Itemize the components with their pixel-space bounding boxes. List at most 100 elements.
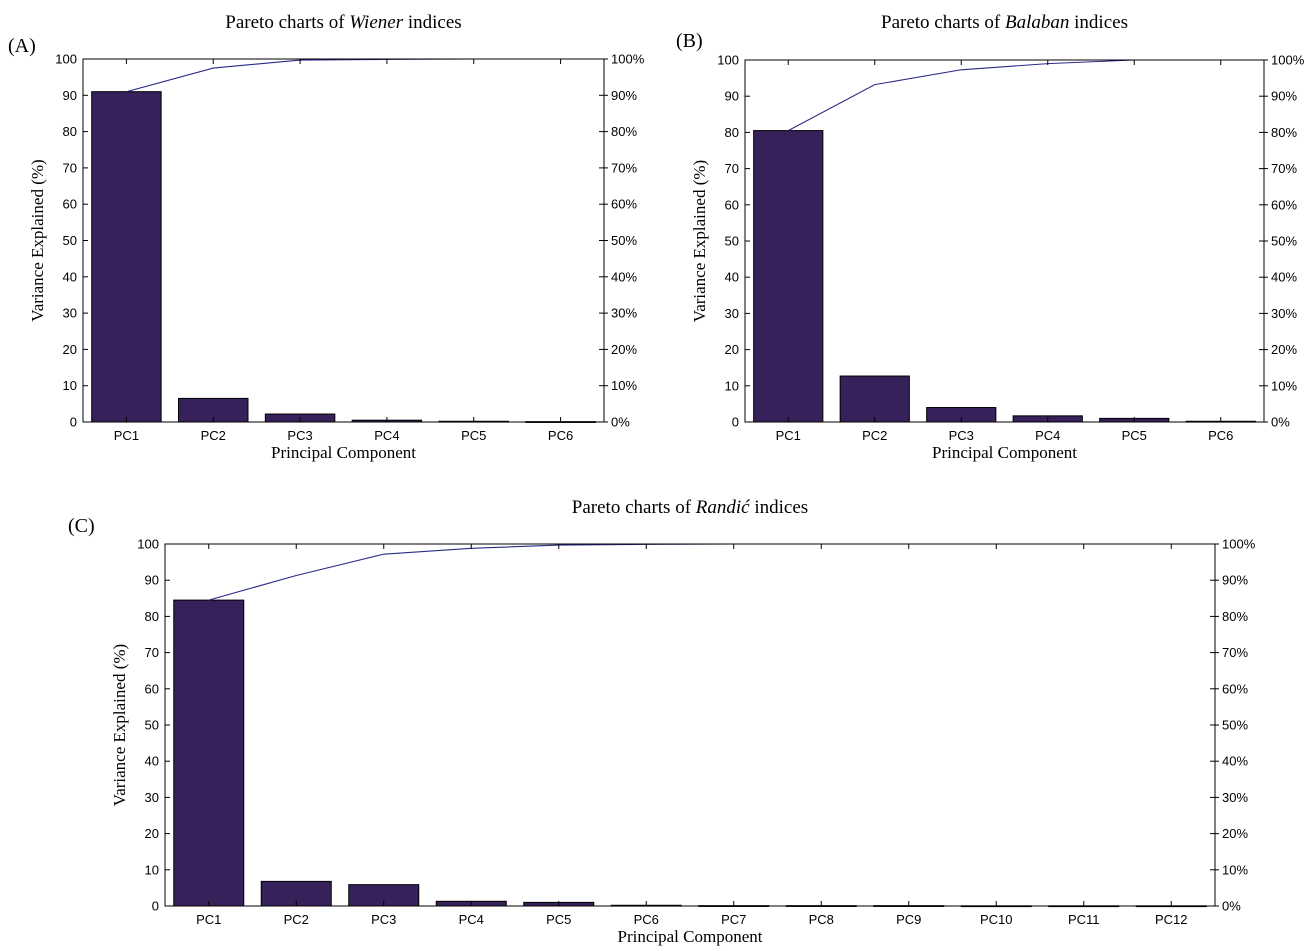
x-axis-label: Principal Component (618, 927, 763, 946)
y-tick-label: 40 (725, 270, 739, 285)
x-tick-label: PC3 (287, 428, 312, 443)
title-prefix: Pareto charts of (881, 12, 1005, 33)
y-tick-label: 0 (732, 415, 739, 430)
title-italic: Randić (695, 497, 750, 518)
y2-tick-label: 80% (1271, 125, 1297, 140)
y-axis-label: Variance Explained (%) (28, 159, 47, 321)
y2-tick-label: 60% (1222, 681, 1248, 696)
x-tick-label: PC5 (546, 912, 571, 927)
y2-tick-label: 70% (1271, 161, 1297, 176)
y2-tick-label: 0% (1271, 415, 1290, 430)
y-tick-label: 80 (145, 609, 159, 624)
x-tick-label: PC4 (374, 428, 399, 443)
y-tick-label: 50 (63, 233, 77, 248)
cumulative-line (126, 58, 561, 93)
title-prefix: Pareto charts of (572, 497, 696, 518)
bar-pc1 (91, 91, 162, 423)
x-tick-label: PC9 (896, 912, 921, 927)
y2-tick-label: 10% (1222, 862, 1248, 877)
x-tick-label: PC3 (371, 912, 396, 927)
x-tick-label: PC1 (114, 428, 139, 443)
y2-tick-label: 40% (1271, 270, 1297, 285)
x-tick-label: PC12 (1155, 912, 1188, 927)
y2-tick-label: 70% (611, 160, 637, 175)
x-tick-label: PC5 (461, 428, 486, 443)
y2-tick-label: 0% (1222, 899, 1241, 914)
panel-label: (B) (676, 30, 703, 52)
y2-tick-label: 30% (611, 306, 637, 321)
chart-title: Pareto charts of Randić indices (572, 497, 808, 518)
x-tick-label: PC2 (862, 428, 887, 443)
title-italic: Wiener (349, 12, 403, 33)
x-tick-label: PC6 (548, 428, 573, 443)
y-tick-label: 0 (70, 415, 77, 430)
y-tick-label: 10 (145, 862, 159, 877)
y-tick-label: 20 (63, 342, 77, 357)
x-tick-label: PC4 (1035, 428, 1060, 443)
y2-tick-label: 20% (1222, 826, 1248, 841)
y-tick-label: 70 (63, 160, 77, 175)
y-tick-label: 10 (63, 378, 77, 393)
y-tick-label: 90 (63, 88, 77, 103)
x-tick-label: PC7 (721, 912, 746, 927)
y2-tick-label: 0% (611, 415, 630, 430)
y2-tick-label: 50% (1222, 718, 1248, 733)
y2-tick-label: 40% (1222, 754, 1248, 769)
y-tick-label: 80 (63, 124, 77, 139)
plot-frame (164, 543, 1216, 907)
y-tick-label: 30 (63, 306, 77, 321)
x-tick-label: PC1 (776, 428, 801, 443)
panel-a: 0 10 20 30 40 50 60 70 80 90 100 0% 10% 20% 30% 40% 50% 6… (8, 12, 645, 462)
title-italic: Balaban (1005, 12, 1069, 33)
y-tick-label: 20 (145, 826, 159, 841)
y2-tick-label: 50% (611, 233, 637, 248)
y2-tick-label: 90% (611, 88, 637, 103)
x-tick-label: PC8 (809, 912, 834, 927)
y2-tick-label: 60% (1271, 197, 1297, 212)
y-tick-label: 70 (725, 161, 739, 176)
y-tick-label: 10 (725, 378, 739, 393)
y-tick-label: 20 (725, 342, 739, 357)
bar-pc1 (173, 599, 245, 907)
y-tick-label: 50 (725, 234, 739, 249)
chart-title: Pareto charts of Wiener indices (225, 12, 461, 33)
y-tick-label: 30 (725, 306, 739, 321)
y2-tick-label: 20% (611, 342, 637, 357)
title-prefix: Pareto charts of (225, 12, 349, 33)
panel-label: (A) (8, 35, 36, 57)
y2-tick-label: 30% (1271, 306, 1297, 321)
panel-label: (C) (68, 515, 95, 537)
cumulative-line (208, 543, 1172, 601)
y2-tick-label: 50% (1271, 234, 1297, 249)
y-tick-label: 70 (145, 645, 159, 660)
y2-tick-label: 10% (611, 378, 637, 393)
y2-tick-label: 100% (1271, 53, 1305, 68)
y-tick-label: 80 (725, 125, 739, 140)
y2-tick-label: 80% (611, 124, 637, 139)
x-tick-label: PC6 (634, 912, 659, 927)
x-tick-label: PC1 (196, 912, 221, 927)
x-tick-label: PC10 (980, 912, 1013, 927)
bar-pc1 (753, 130, 824, 423)
y2-tick-label: 100% (611, 52, 645, 67)
x-tick-label: PC3 (949, 428, 974, 443)
title-suffix: indices (403, 12, 462, 33)
y-tick-label: 50 (145, 718, 159, 733)
y-tick-label: 100 (717, 53, 739, 68)
y-tick-label: 100 (137, 537, 159, 552)
x-tick-label: PC5 (1122, 428, 1147, 443)
y2-tick-label: 80% (1222, 609, 1248, 624)
y2-tick-label: 30% (1222, 790, 1248, 805)
y2-tick-label: 100% (1222, 537, 1256, 552)
x-tick-label: PC2 (284, 912, 309, 927)
panel-c: 0 10 20 30 40 50 60 70 80 90 100 0% 10% 20% 30% 40% 50% 6… (68, 497, 1256, 946)
y-tick-label: 100 (55, 52, 77, 67)
y2-tick-label: 20% (1271, 342, 1297, 357)
y-tick-label: 0 (152, 899, 159, 914)
y-tick-label: 40 (145, 754, 159, 769)
y2-tick-label: 90% (1271, 89, 1297, 104)
y-tick-label: 90 (145, 573, 159, 588)
y-tick-label: 40 (63, 269, 77, 284)
x-tick-label: PC2 (201, 428, 226, 443)
